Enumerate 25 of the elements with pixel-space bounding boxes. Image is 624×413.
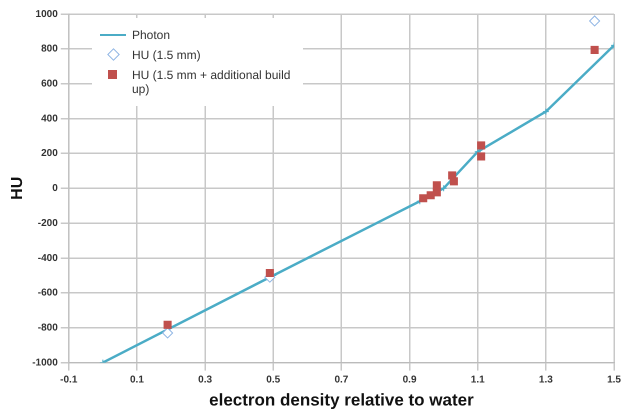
x-tick-label: 0.1 [130, 374, 144, 386]
y-tick-label: -200 [38, 218, 58, 229]
x-tick-label: 0.7 [334, 374, 349, 386]
y-tick-label: 200 [41, 148, 58, 160]
x-tick-label: 0.3 [198, 374, 212, 386]
legend-label: Photon [132, 28, 170, 42]
x-tick-label: 1.5 [607, 374, 622, 386]
y-tick-label: -600 [38, 288, 58, 299]
y-tick-label: 0 [52, 183, 58, 194]
y-tick-label: 400 [41, 113, 58, 124]
y-tick-label: -1000 [32, 357, 58, 368]
x-tick-label: 1.3 [538, 374, 554, 386]
y-axis-title: HU [9, 176, 26, 200]
legend-label: HU (1.5 mm) [132, 48, 201, 62]
x-axis-title: electron density relative to water [209, 390, 474, 410]
y-tick-label: -800 [38, 322, 58, 334]
y-tick-label: -400 [38, 252, 58, 264]
x-tick-label: -0.1 [60, 374, 78, 386]
x-tick-label: 1.1 [470, 374, 486, 386]
legend-label: HU (1.5 mm + additional build up) [132, 68, 292, 96]
y-tick-label: 600 [41, 78, 58, 90]
y-tick-label: 800 [41, 44, 58, 55]
x-tick-label: 0.9 [402, 374, 417, 386]
y-tick-label: 1000 [36, 8, 58, 20]
x-tick-label: 0.5 [266, 374, 281, 386]
